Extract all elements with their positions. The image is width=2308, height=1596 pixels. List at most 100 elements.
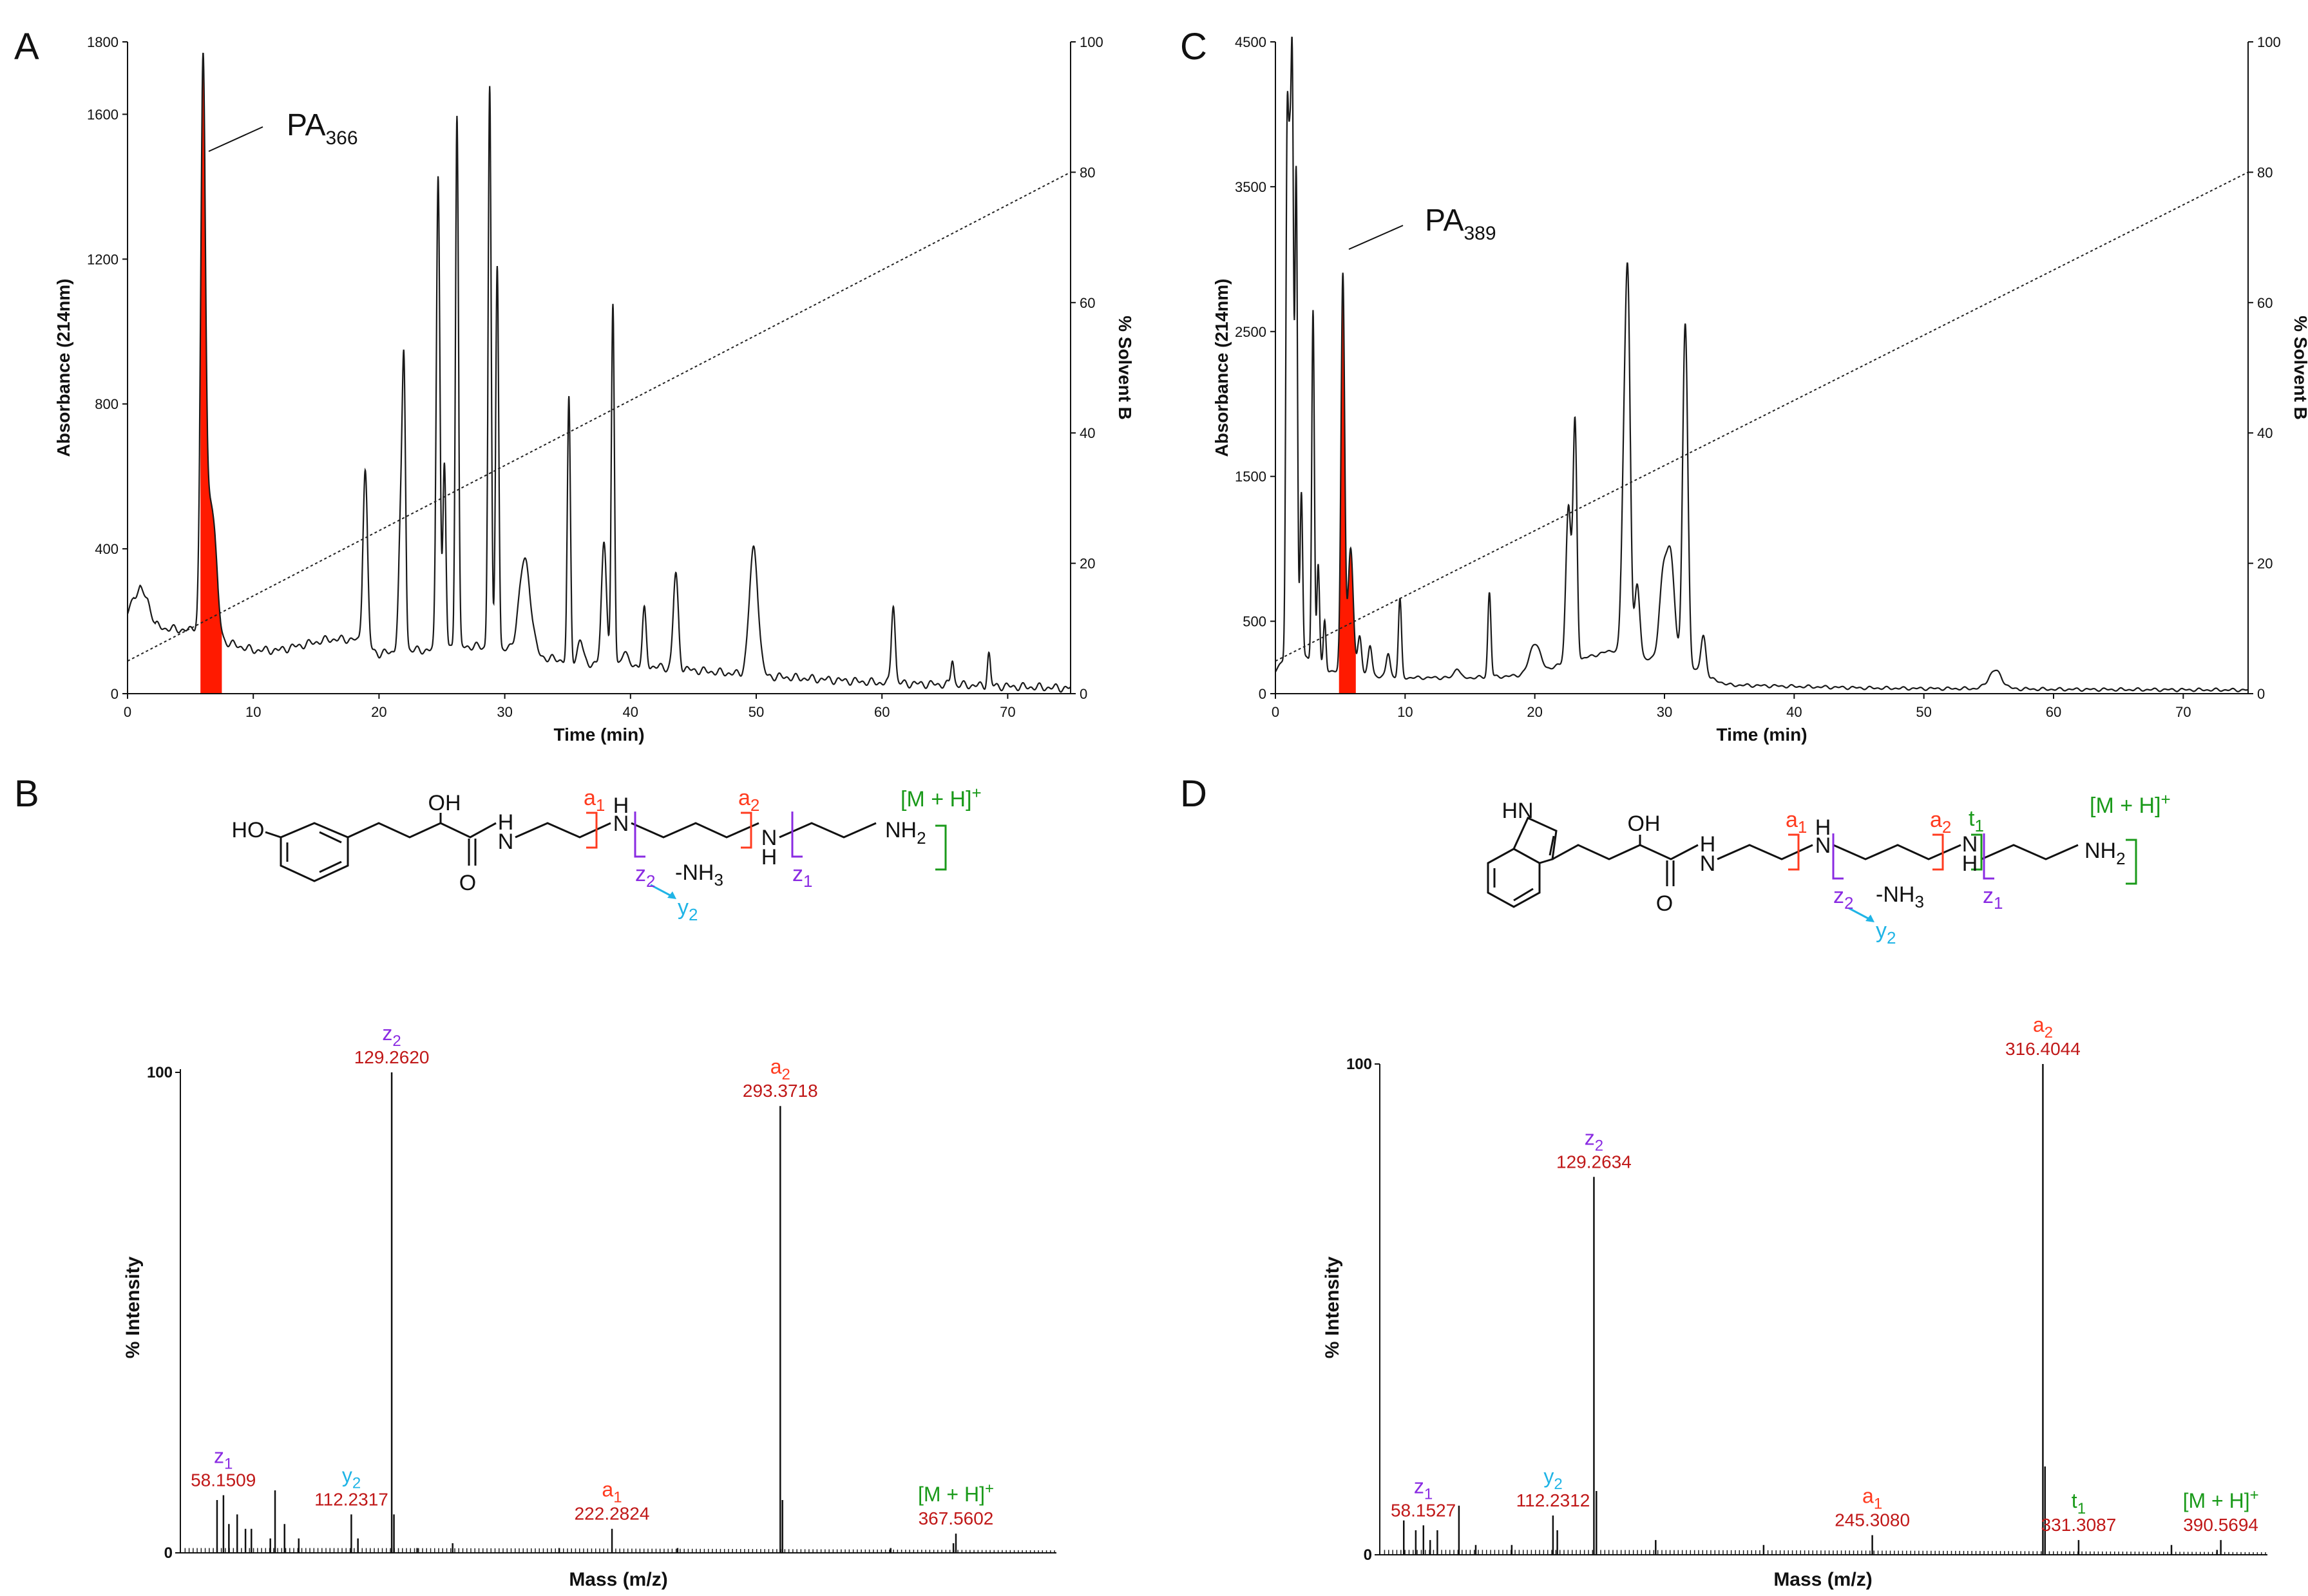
x-tick-label: 50 xyxy=(1916,704,1931,720)
peak-label-leader xyxy=(208,126,263,152)
x-tick-label: 30 xyxy=(497,704,512,720)
a1-cleavage-mark xyxy=(1788,833,1800,871)
panel-letter-d: D xyxy=(1180,773,1207,815)
y-axis-label: Absorbance (214nm) xyxy=(1212,279,1232,457)
peak-ion-label: a2 xyxy=(770,1055,790,1083)
ion-subscript: 1 xyxy=(1874,1496,1882,1513)
z-to-y-arrow xyxy=(650,884,673,898)
peak-ion-label: z1 xyxy=(214,1444,233,1472)
ion-name: z xyxy=(1414,1474,1424,1497)
structure-b xyxy=(265,812,947,899)
y-tick-label: 3500 xyxy=(1235,179,1266,195)
atom-label: OH xyxy=(428,791,461,815)
ms-spectrum-b: 129.2620z2293.3718a258.1509z1112.2317y22… xyxy=(122,1021,1056,1590)
backbone-bonds xyxy=(1552,844,1699,860)
y2-tick-label: 20 xyxy=(1080,556,1095,572)
z2-cleavage-mark xyxy=(634,812,645,858)
ion-superscript: + xyxy=(985,1480,994,1497)
peak-mass-label: 331.3087 xyxy=(2041,1515,2117,1535)
peak-mass-label: 245.3080 xyxy=(1835,1510,1910,1530)
chain-2 xyxy=(1833,844,1961,860)
peak-ion-label: z1 xyxy=(1414,1474,1433,1503)
y2-tick-label: 60 xyxy=(1080,295,1095,311)
x-tick-label: 60 xyxy=(2046,704,2061,720)
peak-ion-label: a2 xyxy=(2033,1013,2053,1041)
peak-ion-label: [M + H]+ xyxy=(2183,1487,2259,1512)
ring-double-bond xyxy=(319,860,342,873)
a2-cleavage-mark xyxy=(1932,833,1944,871)
peak-ion-label: z2 xyxy=(1585,1126,1603,1154)
chain-3 xyxy=(779,822,877,839)
mh-bracket xyxy=(935,824,947,871)
ion-subscript: 1 xyxy=(613,1489,622,1506)
ion-subscript: 2 xyxy=(352,1474,361,1492)
x-axis-label: Time (min) xyxy=(1716,725,1807,745)
ring-double-bond xyxy=(319,831,342,844)
atom-label: H xyxy=(613,793,629,818)
z1-cleavage-mark xyxy=(1983,833,1994,880)
y2-tick-label: 100 xyxy=(2257,34,2281,50)
ring-double-bond xyxy=(1549,835,1555,856)
chain-1 xyxy=(515,822,611,839)
mh-bracket xyxy=(2126,839,2137,885)
panel-letter-b: B xyxy=(14,773,39,815)
y2-axis-label: % Solvent B xyxy=(1115,316,1135,420)
peak-mass-label: 316.4044 xyxy=(2005,1039,2081,1059)
y-tick-label: 4500 xyxy=(1235,34,1266,50)
indole-pyrrole-ring xyxy=(1512,817,1558,864)
chromatogram-a: 0 10 20 30 40 50 60 70 0 400 800 1200 1600 1800 0 20 40 6… xyxy=(53,34,1135,745)
neutral-loss-label: -NH3 xyxy=(675,860,723,889)
ion-label: y2 xyxy=(678,895,698,924)
x-tick-label: 0 xyxy=(124,704,131,720)
atom-label: OH xyxy=(1628,812,1661,836)
peak-mass-label: 112.2317 xyxy=(314,1489,388,1509)
z2-cleavage-mark xyxy=(1832,833,1844,880)
neutral-loss-label: -NH3 xyxy=(1876,882,1924,911)
atom-label: N xyxy=(1815,833,1831,858)
ion-label: z1 xyxy=(792,862,812,891)
ion-name: y xyxy=(1543,1465,1554,1488)
y-tick-label: 1500 xyxy=(1235,469,1266,485)
peak-ion-label: z2 xyxy=(382,1021,401,1050)
x-tick-label: 50 xyxy=(749,704,764,720)
chromatogram-c: 0 10 20 30 40 50 60 70 0 500 1500 2500 3500 4500 0 20 40… xyxy=(1212,34,2308,745)
y2-tick-label: 0 xyxy=(1080,686,1087,702)
z-to-y-arrow xyxy=(1848,907,1871,921)
ion-subscript: 2 xyxy=(782,1066,790,1083)
atom-label: O xyxy=(459,871,476,895)
ion-label: z1 xyxy=(1983,884,2003,913)
peak-mass-label: 58.1509 xyxy=(191,1470,256,1490)
ion-name: a xyxy=(602,1478,613,1501)
y2-tick-label: 60 xyxy=(2257,295,2273,311)
x-tick-label: 30 xyxy=(1657,704,1672,720)
peak-mass-label: 367.5602 xyxy=(919,1508,994,1528)
ion-name: y xyxy=(342,1463,352,1487)
peak-mass-label: 129.2634 xyxy=(1556,1152,1632,1172)
atom-label: H xyxy=(1815,815,1831,840)
ion-superscript: + xyxy=(2250,1487,2259,1504)
y2-tick-label: 80 xyxy=(2257,164,2273,180)
ion-label: [M + H]+ xyxy=(901,783,982,812)
structure-d-labels: HN OH H N O N H N H NH2 a1 a2 t1 z2 z1 y… xyxy=(1502,790,2170,947)
atom-label: HO xyxy=(232,818,265,842)
peak-mass-label: 112.2312 xyxy=(1516,1490,1590,1510)
ion-name: a xyxy=(2033,1013,2045,1036)
ion-subscript: 1 xyxy=(1424,1485,1433,1503)
highlight-peak-area xyxy=(1339,272,1356,694)
y2-tick-label: 80 xyxy=(1080,164,1095,180)
absorbance-trace xyxy=(126,52,1071,693)
ion-name: a xyxy=(770,1055,782,1078)
ion-subscript: 2 xyxy=(1595,1137,1603,1154)
y-axis-label: Absorbance (214nm) xyxy=(53,279,73,457)
atom-label: H xyxy=(1700,832,1716,857)
phenol-ring xyxy=(280,822,349,882)
peak-ion-label: t1 xyxy=(2072,1489,2086,1517)
ring-double-bond xyxy=(1513,888,1534,902)
y-tick-label: 100 xyxy=(1346,1056,1372,1073)
peak-ion-label: [M + H]+ xyxy=(918,1480,994,1506)
atom-label: NH2 xyxy=(885,818,926,848)
atom-label: N xyxy=(613,812,629,836)
peak-ion-label: y2 xyxy=(1543,1465,1562,1493)
chain-1 xyxy=(1717,844,1813,860)
